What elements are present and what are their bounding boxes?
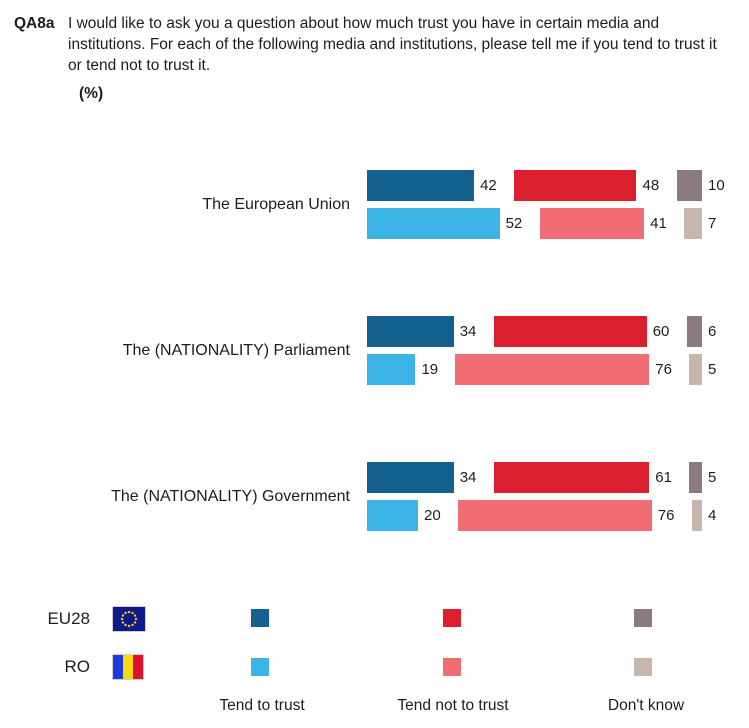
bar-eu28-not-trust bbox=[493, 462, 650, 493]
value-label: 4 bbox=[708, 507, 717, 524]
bar-ro-trust bbox=[367, 500, 418, 531]
bar-ro-trust bbox=[367, 208, 500, 239]
bar-ro-not-trust bbox=[539, 208, 645, 239]
legend-swatch-eu28-not-trust bbox=[443, 609, 461, 627]
bar-ro-not-trust bbox=[455, 354, 650, 385]
value-label: 34 bbox=[459, 469, 477, 486]
bar-eu28-dont-know bbox=[676, 170, 702, 201]
legend-swatch-eu28-trust bbox=[251, 609, 269, 627]
bar-eu28-trust bbox=[367, 462, 454, 493]
question-header: QA8a I would like to ask you a question … bbox=[14, 13, 734, 103]
value-label: 20 bbox=[424, 507, 441, 524]
value-label: 34 bbox=[459, 323, 477, 340]
bar-ro-dont-know bbox=[689, 354, 702, 385]
category-label: The (NATIONALITY) Parliament bbox=[122, 342, 350, 359]
legend-label-ro: RO bbox=[64, 657, 91, 676]
trust-bar-chart: The European Union 42 48 10 52 41 7 The (NATION… bbox=[111, 170, 725, 531]
value-label: 7 bbox=[708, 215, 717, 232]
ro-flag-icon bbox=[112, 654, 144, 680]
value-label: 60 bbox=[652, 323, 670, 340]
question-text: I would like to ask you a question about… bbox=[68, 15, 717, 74]
bar-eu28-dont-know bbox=[689, 462, 702, 493]
value-label: 5 bbox=[708, 469, 717, 486]
value-label: 41 bbox=[650, 215, 667, 232]
legend-swatch-ro-not-trust bbox=[443, 658, 461, 676]
bar-eu28-not-trust bbox=[493, 316, 647, 347]
legend-swatch-ro-trust bbox=[251, 658, 269, 676]
value-label: 6 bbox=[708, 323, 717, 340]
legend-swatch-ro-dont-know bbox=[634, 658, 652, 676]
value-label: 19 bbox=[421, 361, 439, 378]
bar-eu28-trust bbox=[367, 316, 454, 347]
question-text-block: I would like to ask you a question about… bbox=[68, 13, 723, 103]
value-label: 61 bbox=[655, 469, 672, 486]
question-id: QA8a bbox=[14, 15, 55, 32]
value-label: 52 bbox=[505, 215, 523, 232]
value-label: 5 bbox=[708, 361, 717, 378]
bar-eu28-dont-know bbox=[686, 316, 702, 347]
legend-column-dont-know: Don't know bbox=[607, 697, 685, 714]
bar-eu28-not-trust bbox=[514, 170, 637, 201]
value-label: 48 bbox=[642, 177, 660, 194]
category-label: The European Union bbox=[202, 196, 350, 213]
percent-unit-label: (%) bbox=[79, 85, 104, 102]
value-label: 42 bbox=[480, 177, 497, 194]
eu-flag-icon bbox=[112, 606, 146, 632]
category-label: The (NATIONALITY) Government bbox=[111, 488, 350, 505]
legend-column-trust: Tend to trust bbox=[219, 697, 305, 714]
bar-eu28-trust bbox=[367, 170, 475, 201]
value-label: 10 bbox=[708, 177, 725, 194]
bar-ro-dont-know bbox=[691, 500, 702, 531]
bar-ro-trust bbox=[367, 354, 416, 385]
bar-ro-not-trust bbox=[458, 500, 652, 531]
value-label: 76 bbox=[657, 507, 675, 524]
value-label: 76 bbox=[655, 361, 672, 378]
legend-swatch-eu28-dont-know bbox=[634, 609, 652, 627]
legend-label-eu28: EU28 bbox=[47, 609, 90, 628]
bar-ro-dont-know bbox=[684, 208, 702, 239]
legend-column-not-trust: Tend not to trust bbox=[397, 697, 509, 714]
